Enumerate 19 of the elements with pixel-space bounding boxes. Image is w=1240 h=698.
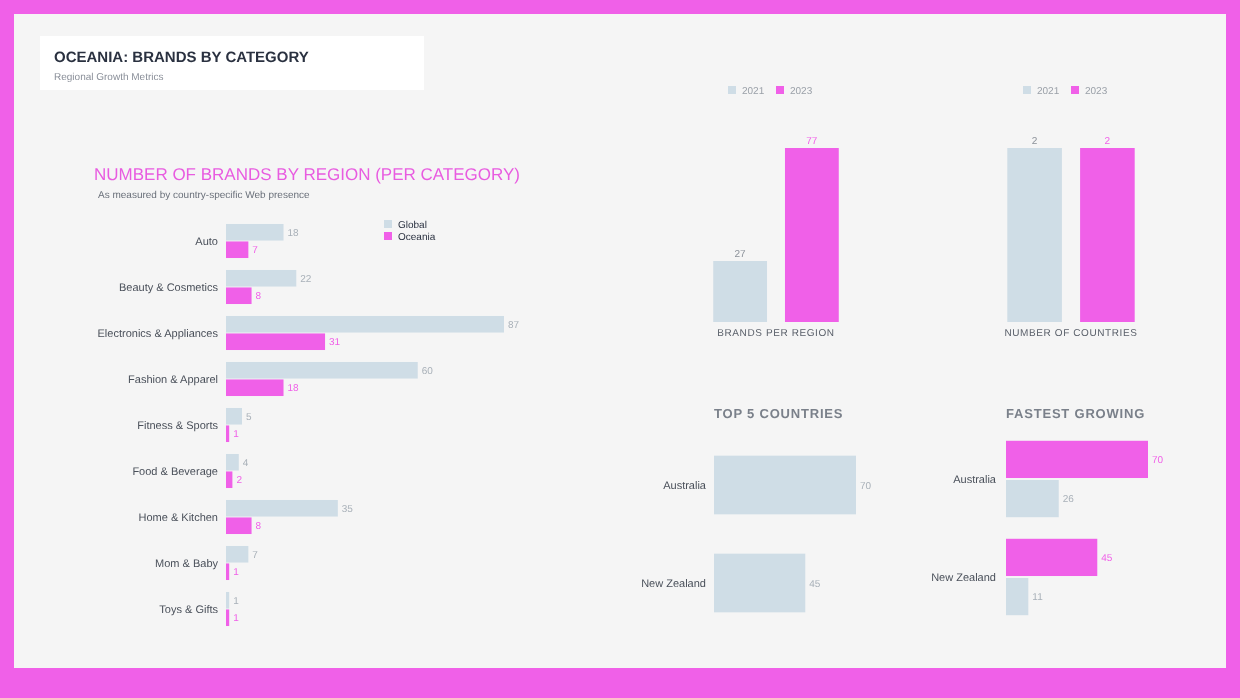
chart-title: NUMBER OF BRANDS BY REGION (PER CATEGORY) — [94, 164, 521, 184]
bar — [226, 361, 418, 379]
bar — [226, 241, 249, 259]
bar — [226, 499, 338, 517]
bar — [1006, 440, 1148, 479]
bar — [1006, 577, 1029, 616]
bar — [226, 407, 242, 425]
bar — [226, 379, 284, 397]
bar — [226, 333, 326, 351]
bar — [226, 471, 233, 489]
bar — [226, 453, 239, 471]
bar — [226, 517, 252, 535]
bar — [226, 287, 252, 305]
bar — [226, 545, 249, 563]
bar — [1006, 538, 1098, 577]
bar — [226, 269, 297, 287]
bar — [226, 315, 504, 333]
bar — [226, 223, 284, 241]
bar — [1006, 479, 1059, 518]
